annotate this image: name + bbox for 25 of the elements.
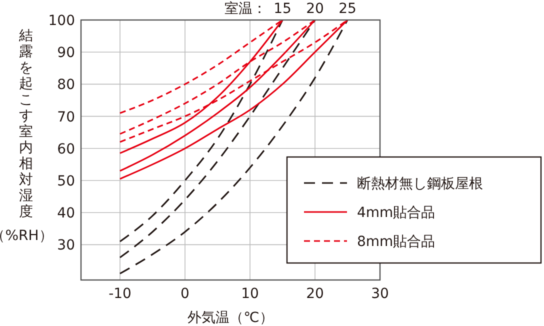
y-tick-label: 80 [57,77,75,94]
legend-label: 4mm貼合品 [357,205,436,221]
y-tick-label: 100 [48,13,75,29]
legend-label: 8mm貼合品 [357,234,436,250]
annotation: 20 [306,1,324,17]
line-series [119,19,348,274]
y-tick-label: 70 [57,109,75,126]
legend-label: 断熱材無し鋼板屋根 [357,176,483,192]
y-tick-label: 40 [57,206,75,222]
x-axis-title: 外気温（℃） [188,310,274,326]
text: 結露を起こす室内相対湿度（%RH） [0,28,53,244]
x-tick-label: 0 [180,286,190,302]
line-series [119,19,284,242]
x-tick-label: -10 [108,286,132,302]
annotation: 25 [338,1,356,17]
y-tick-label: 50 [57,173,75,190]
y-tick-label: 90 [57,45,75,62]
x-tick-label: 30 [371,286,389,302]
x-tick-label: 20 [306,286,324,302]
y-tick-label: 30 [57,238,75,254]
annotation: 15 [274,1,292,17]
text: 室温： [224,1,266,17]
line-series [119,19,316,258]
y-tick-label: 60 [57,141,75,158]
x-tick-label: 10 [241,286,259,302]
